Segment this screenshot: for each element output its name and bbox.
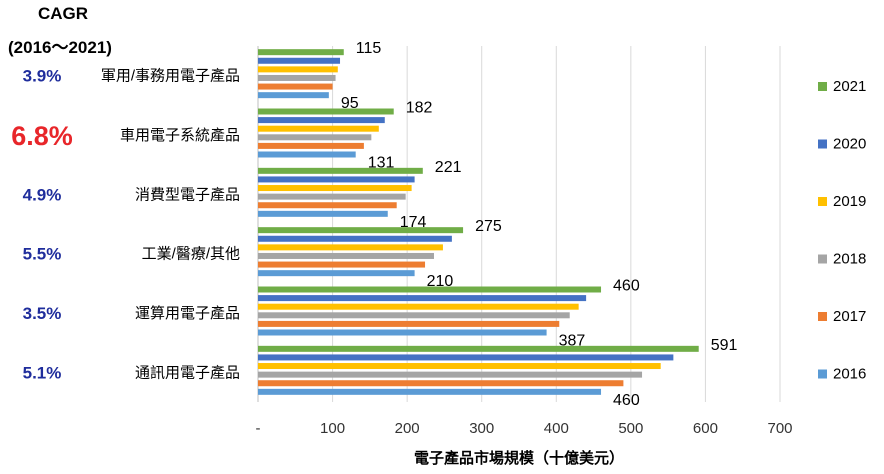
bar-2021 — [258, 345, 699, 352]
bar-2020 — [258, 235, 452, 242]
bar-2018 — [258, 134, 372, 141]
bar-2020 — [258, 295, 587, 302]
x-tick-label: 600 — [693, 420, 718, 437]
legend-swatch-2018 — [818, 254, 827, 264]
bar-2016 — [258, 270, 415, 277]
bar-2020 — [258, 176, 415, 183]
category-label: 消費型電子產品 — [135, 186, 240, 203]
bar-2019 — [258, 363, 661, 370]
data-label-2021: 115 — [356, 40, 382, 57]
data-label-2016: 174 — [400, 214, 427, 231]
cagr-value: 3.9% — [23, 67, 62, 86]
cagr-title: CAGR — [38, 4, 89, 23]
bar-2020 — [258, 57, 341, 64]
category-label: 軍用/事務用電子產品 — [101, 68, 240, 85]
category-label: 工業/醫療/其他 — [142, 246, 240, 263]
x-tick-label: 100 — [320, 420, 345, 437]
data-label-2016: 460 — [613, 392, 640, 409]
legend-label-2020: 2020 — [833, 136, 866, 153]
legend-label-2019: 2019 — [833, 193, 866, 210]
x-tick-label: 200 — [395, 420, 420, 437]
bar-2017 — [258, 261, 426, 268]
bar-2018 — [258, 252, 434, 259]
data-label-2021: 275 — [475, 218, 502, 235]
bar-2016 — [258, 92, 329, 99]
legend-label-2018: 2018 — [833, 251, 866, 268]
data-label-2021: 221 — [435, 159, 462, 176]
bar-2016 — [258, 388, 602, 395]
cagr-value: 5.5% — [23, 245, 62, 264]
bar-2021 — [258, 108, 394, 115]
legend-label-2016: 2016 — [833, 366, 866, 383]
legend-label-2017: 2017 — [833, 308, 866, 325]
x-tick-label: 500 — [618, 420, 643, 437]
bar-2020 — [258, 117, 385, 124]
bar-2019 — [258, 244, 443, 251]
category-label: 通訊用電子產品 — [135, 364, 240, 381]
x-tick-label: 400 — [544, 420, 569, 437]
cagr-value: 5.1% — [23, 363, 62, 382]
bar-2021 — [258, 49, 344, 56]
data-label-2021: 591 — [711, 337, 738, 354]
cagr-value: 3.5% — [23, 304, 62, 323]
data-label-2016: 131 — [368, 155, 395, 172]
category-label: 運算用電子產品 — [135, 304, 240, 322]
cagr-value: 4.9% — [23, 185, 62, 204]
legend-swatch-2017 — [818, 312, 827, 321]
cagr-period: (2016～2021) — [8, 38, 112, 57]
bar-2019 — [258, 66, 338, 73]
legend-swatch-2020 — [818, 139, 827, 149]
bar-2018 — [258, 193, 406, 200]
bar-2018 — [258, 74, 336, 81]
x-tick-label: 300 — [469, 420, 494, 437]
legend-swatch-2019 — [818, 197, 827, 206]
bar-2019 — [258, 303, 579, 310]
data-label-2021: 182 — [406, 100, 433, 117]
data-label-2016: 387 — [559, 333, 586, 350]
x-tick-label: 700 — [767, 420, 792, 437]
bar-2017 — [258, 142, 364, 149]
bar-2018 — [258, 312, 570, 319]
bar-2016 — [258, 329, 547, 336]
bar-2017 — [258, 320, 560, 327]
bar-2016 — [258, 151, 356, 158]
bar-2018 — [258, 371, 643, 378]
bar-2021 — [258, 286, 602, 293]
bar-2020 — [258, 354, 674, 361]
x-tick-label: - — [256, 420, 261, 437]
bar-2017 — [258, 380, 624, 387]
bar-2017 — [258, 83, 333, 90]
cagr-value: 6.8% — [11, 121, 73, 151]
legend-swatch-2021 — [818, 82, 827, 91]
bar-2016 — [258, 210, 388, 217]
data-label-2021: 460 — [613, 278, 640, 295]
bar-2019 — [258, 185, 412, 192]
bar-2021 — [258, 167, 423, 174]
data-label-2016: 210 — [427, 273, 454, 290]
x-axis-label: 電子產品市場規模（十億美元） — [414, 449, 624, 467]
legend-swatch-2016 — [818, 369, 827, 379]
bar-2019 — [258, 125, 379, 132]
category-label: 車用電子系統產品 — [120, 127, 240, 144]
legend-label-2021: 2021 — [833, 78, 866, 95]
data-label-2016: 95 — [341, 95, 359, 112]
bar-2021 — [258, 227, 464, 234]
bar-2017 — [258, 202, 397, 209]
